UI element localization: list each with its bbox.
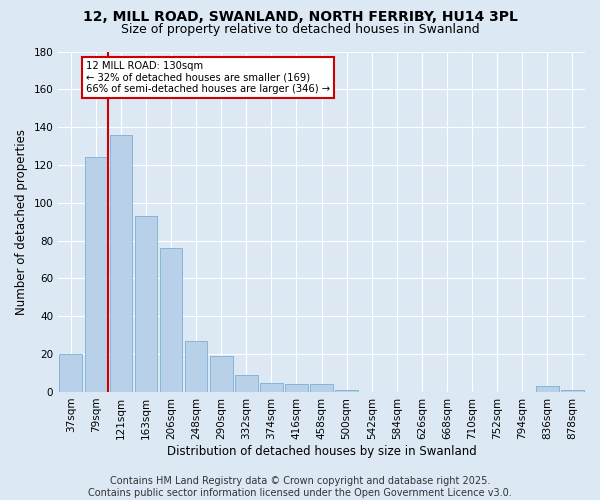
X-axis label: Distribution of detached houses by size in Swanland: Distribution of detached houses by size … bbox=[167, 444, 476, 458]
Bar bbox=[59, 354, 82, 392]
Bar bbox=[260, 382, 283, 392]
Bar bbox=[285, 384, 308, 392]
Bar bbox=[561, 390, 584, 392]
Bar bbox=[160, 248, 182, 392]
Bar bbox=[210, 356, 233, 392]
Bar bbox=[134, 216, 157, 392]
Bar bbox=[110, 134, 132, 392]
Bar bbox=[536, 386, 559, 392]
Bar bbox=[335, 390, 358, 392]
Text: 12 MILL ROAD: 130sqm
← 32% of detached houses are smaller (169)
66% of semi-deta: 12 MILL ROAD: 130sqm ← 32% of detached h… bbox=[86, 61, 330, 94]
Bar bbox=[85, 158, 107, 392]
Bar bbox=[185, 341, 208, 392]
Bar bbox=[310, 384, 333, 392]
Text: Size of property relative to detached houses in Swanland: Size of property relative to detached ho… bbox=[121, 22, 479, 36]
Y-axis label: Number of detached properties: Number of detached properties bbox=[15, 128, 28, 314]
Text: 12, MILL ROAD, SWANLAND, NORTH FERRIBY, HU14 3PL: 12, MILL ROAD, SWANLAND, NORTH FERRIBY, … bbox=[83, 10, 517, 24]
Text: Contains HM Land Registry data © Crown copyright and database right 2025.
Contai: Contains HM Land Registry data © Crown c… bbox=[88, 476, 512, 498]
Bar bbox=[235, 375, 257, 392]
